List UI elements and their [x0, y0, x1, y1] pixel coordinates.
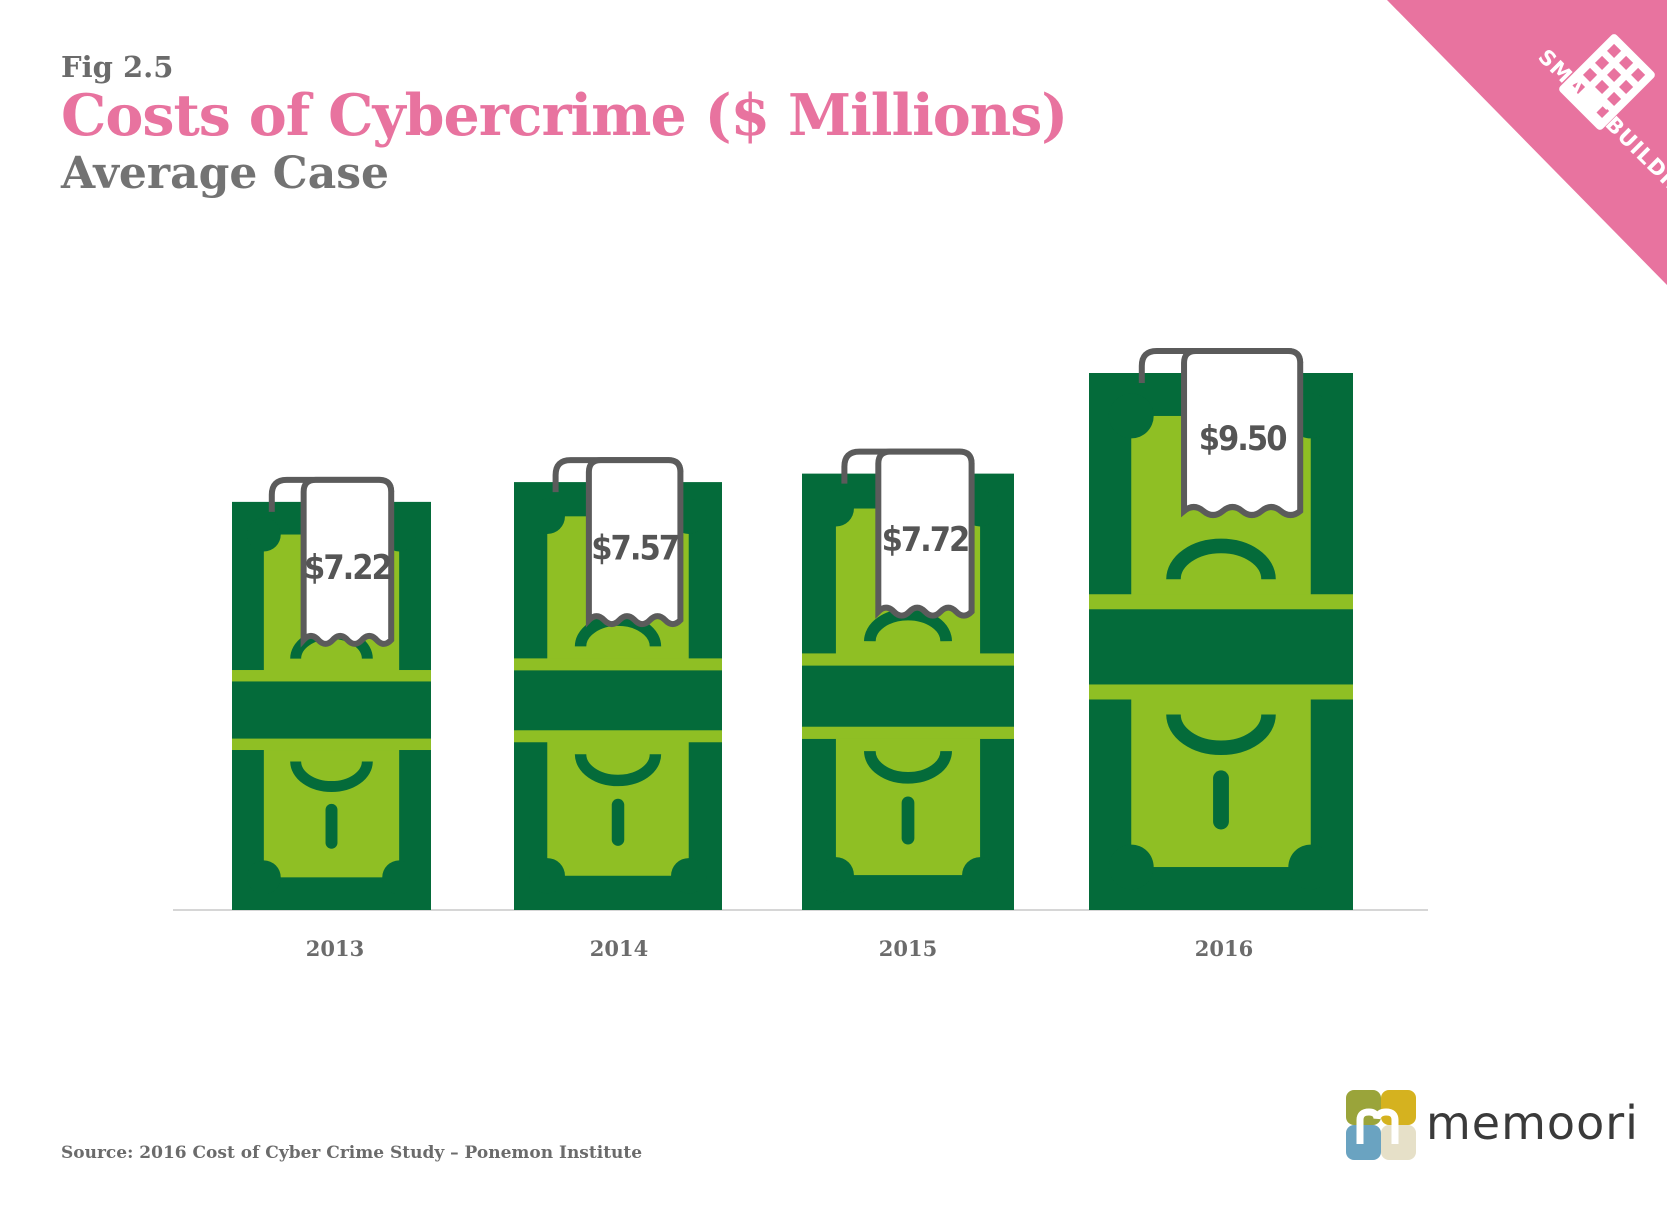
data-label: $7.57 — [591, 528, 678, 568]
bar-2014: $7.57 — [514, 457, 722, 910]
data-label: $7.72 — [882, 520, 969, 560]
bill-slot — [901, 796, 915, 845]
memoori-logo: memoori — [1346, 1090, 1638, 1160]
x-tick-label: 2013 — [306, 936, 364, 961]
bill-corner — [817, 490, 854, 527]
x-tick-label: 2015 — [879, 936, 937, 961]
bill-arc-bottom — [1166, 713, 1276, 756]
bill-corner — [1108, 393, 1154, 439]
bill-corner — [382, 860, 417, 895]
bill-corner — [671, 858, 707, 894]
bill-slot — [1213, 770, 1229, 830]
x-tick-label: 2016 — [1195, 936, 1253, 961]
bar-2013: $7.22 — [232, 476, 431, 910]
bill-arc-bottom — [290, 760, 373, 792]
chart-title: Costs of Cybercrime ($ Millions) — [61, 82, 1068, 149]
bill-corner — [529, 498, 565, 535]
bill-corner — [529, 858, 565, 894]
bill-arc-bottom — [864, 750, 952, 784]
building-grid-icon — [1559, 34, 1655, 130]
x-tick-label: 2014 — [590, 936, 648, 961]
source-note: Source: 2016 Cost of Cyber Crime Study –… — [61, 1143, 643, 1163]
data-label: $7.22 — [304, 548, 391, 588]
bill-slot — [611, 798, 625, 846]
bill-corner — [1108, 844, 1154, 890]
band-inner — [232, 681, 431, 739]
band-inner — [1089, 609, 1353, 685]
figure-number: Fig 2.5 — [61, 50, 174, 84]
bar-2015: $7.72 — [802, 448, 1014, 910]
bill-corner — [246, 517, 281, 552]
bill-corner — [246, 860, 281, 895]
smart-buildings-badge: SMART BUILDINGS — [1387, 0, 1667, 285]
band-inner — [514, 670, 722, 731]
bill-corner — [1288, 844, 1334, 890]
price-tag — [1181, 348, 1304, 518]
bill-arc-top — [1166, 538, 1276, 580]
price-tag — [585, 457, 684, 628]
memoori-wordmark: memoori — [1426, 1096, 1639, 1150]
memoori-m-icon — [1346, 1090, 1416, 1160]
bill-corner — [817, 857, 854, 894]
bill-corner — [962, 857, 999, 894]
price-tag — [875, 448, 975, 620]
bill-slot — [325, 803, 338, 849]
bill-arc-bottom — [574, 753, 662, 787]
bar-2016: $9.50 — [1089, 348, 1353, 910]
chart-subtitle: Average Case — [61, 148, 389, 199]
band-inner — [802, 665, 1014, 727]
price-tag — [300, 476, 395, 648]
data-label: $9.50 — [1199, 419, 1286, 459]
